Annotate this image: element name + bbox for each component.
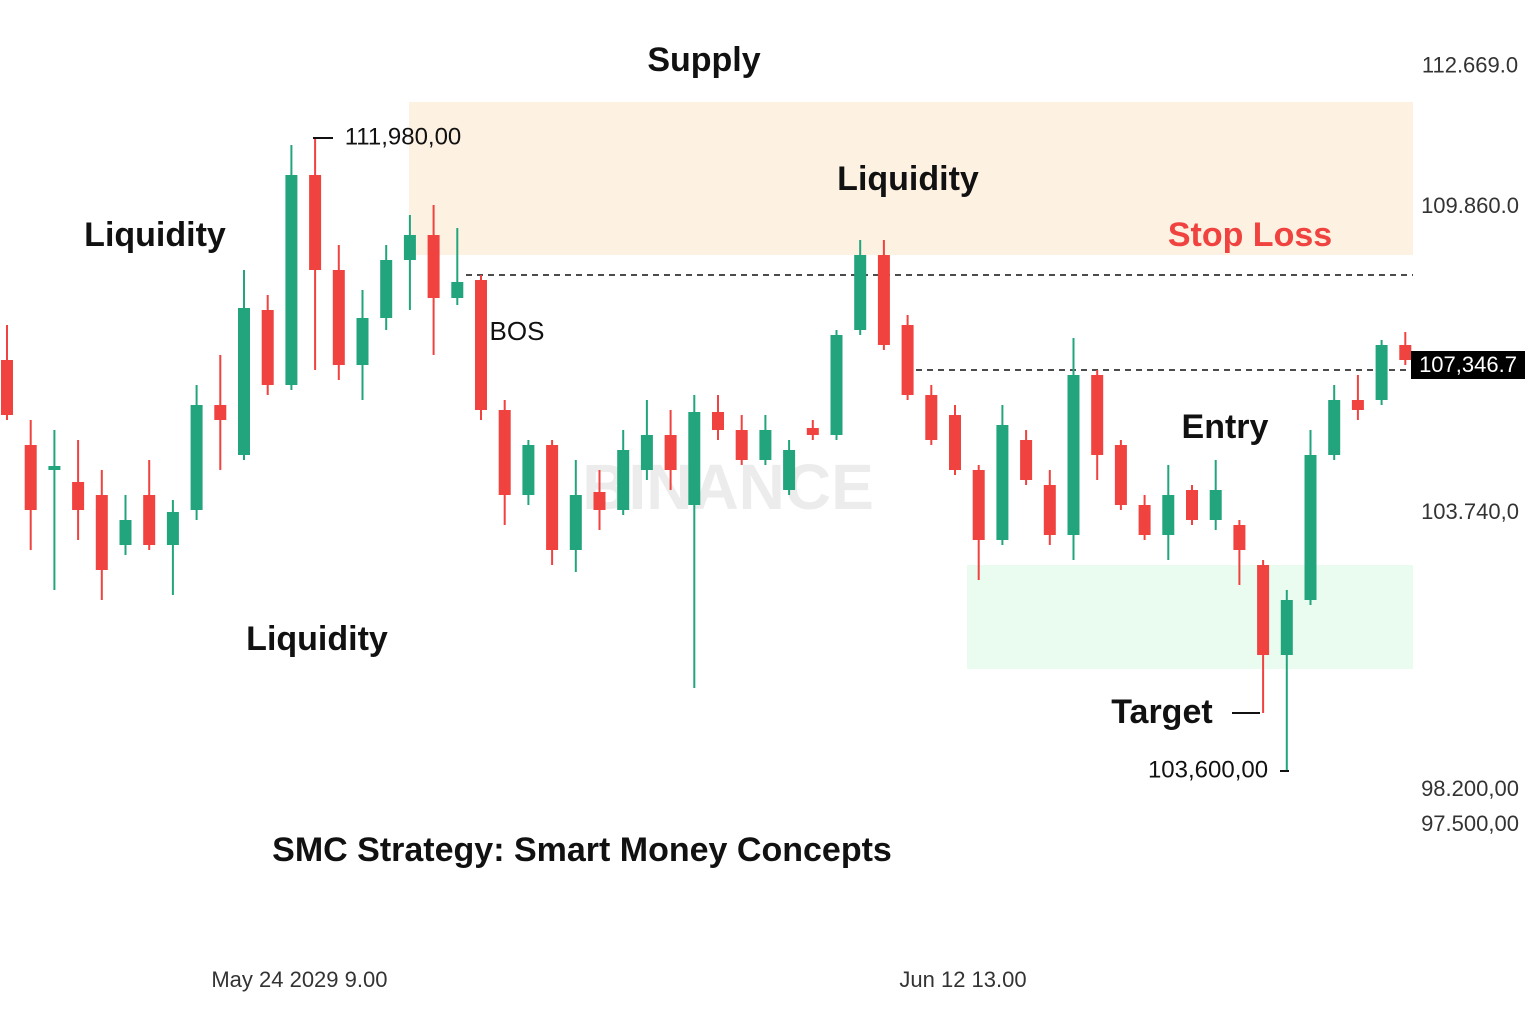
candle-body <box>403 235 416 260</box>
candle-body <box>830 335 843 435</box>
annotation: Entry <box>1182 408 1269 446</box>
candle-body <box>996 425 1009 540</box>
candle-body <box>712 412 724 430</box>
candle-body <box>1328 400 1341 455</box>
annotation: 103,600,00 <box>1148 756 1268 783</box>
target-zone <box>967 565 1413 669</box>
candle-body <box>1209 490 1222 520</box>
candle-body <box>1233 525 1246 550</box>
candle-body <box>119 520 132 545</box>
candle-body <box>783 450 796 490</box>
candle-body <box>498 410 511 495</box>
y-tick-label: 109.860.0 <box>1421 193 1519 218</box>
candle-body <box>356 318 369 365</box>
candle-body <box>24 445 37 510</box>
chart-title: SMC Strategy: Smart Money Concepts <box>272 831 892 869</box>
candle-body <box>925 395 938 440</box>
candle-body <box>972 470 985 540</box>
x-tick-label: May 24 2029 9.00 <box>211 967 387 992</box>
candle-body <box>1162 495 1175 535</box>
candle-body <box>546 445 559 550</box>
candle-body <box>451 282 464 298</box>
supply-zone <box>409 102 1413 255</box>
annotation: Liquidity <box>246 620 388 658</box>
candle-body <box>1043 485 1056 535</box>
annotation: 111,980,00 <box>345 123 462 150</box>
candle-body <box>1020 440 1033 480</box>
candle-body <box>949 415 961 470</box>
candle-body <box>901 325 914 395</box>
candle-body <box>1186 490 1198 520</box>
candle-body <box>427 235 440 298</box>
candles <box>1 138 1412 770</box>
candle-body <box>1067 375 1080 535</box>
candle-body <box>1399 345 1412 360</box>
candle-body <box>522 445 535 495</box>
candle-body <box>759 430 772 460</box>
candle-body <box>617 450 630 510</box>
candle-body <box>309 175 322 270</box>
candle-body <box>1257 565 1270 655</box>
candle-body <box>640 435 653 470</box>
candle-body <box>664 435 677 470</box>
annotation: Liquidity <box>837 160 979 198</box>
candle-body <box>143 495 156 545</box>
candle-body <box>806 428 819 435</box>
candle-body <box>475 280 487 410</box>
y-tick-label: 112.669.0 <box>1422 52 1518 77</box>
candle-body <box>1091 375 1104 455</box>
candle-body <box>238 308 250 455</box>
candle-body <box>1114 445 1127 505</box>
candle-body <box>1280 600 1293 655</box>
candle-body <box>190 405 203 510</box>
watermark: BINANCE <box>582 451 874 523</box>
candle-body <box>1304 455 1317 600</box>
candle-body <box>593 492 606 510</box>
annotation: Stop Loss <box>1168 216 1332 254</box>
candle-body <box>166 512 179 545</box>
y-tick-label: 103.740,0 <box>1421 499 1519 524</box>
candle-body <box>854 255 867 330</box>
candle-body <box>72 482 85 510</box>
candle-body <box>48 466 61 470</box>
candle-body <box>380 260 393 318</box>
y-tick-label: 98.200,00 <box>1421 776 1519 801</box>
candle-body <box>569 495 582 550</box>
candle-body <box>285 175 298 385</box>
candle-body <box>95 495 108 570</box>
candle-body <box>214 405 227 420</box>
candle-body <box>877 255 890 345</box>
candle-body <box>1375 345 1388 400</box>
annotation: Supply <box>647 41 760 79</box>
candle-body <box>332 270 345 365</box>
candle-body <box>688 412 701 505</box>
candle-body <box>1138 505 1151 535</box>
last-price-label: 107,346.7 <box>1419 352 1517 377</box>
candle-body <box>735 430 748 460</box>
annotation: Liquidity <box>84 216 226 254</box>
candle-body <box>1351 400 1364 410</box>
last-price-box <box>1411 351 1525 379</box>
candle-body <box>1 360 13 415</box>
annotation: Target <box>1111 693 1212 731</box>
candle-body <box>261 310 274 385</box>
annotation: BOS <box>490 316 545 346</box>
x-tick-label: Jun 12 13.00 <box>899 967 1026 992</box>
y-tick-label: 97.500,00 <box>1421 811 1519 836</box>
